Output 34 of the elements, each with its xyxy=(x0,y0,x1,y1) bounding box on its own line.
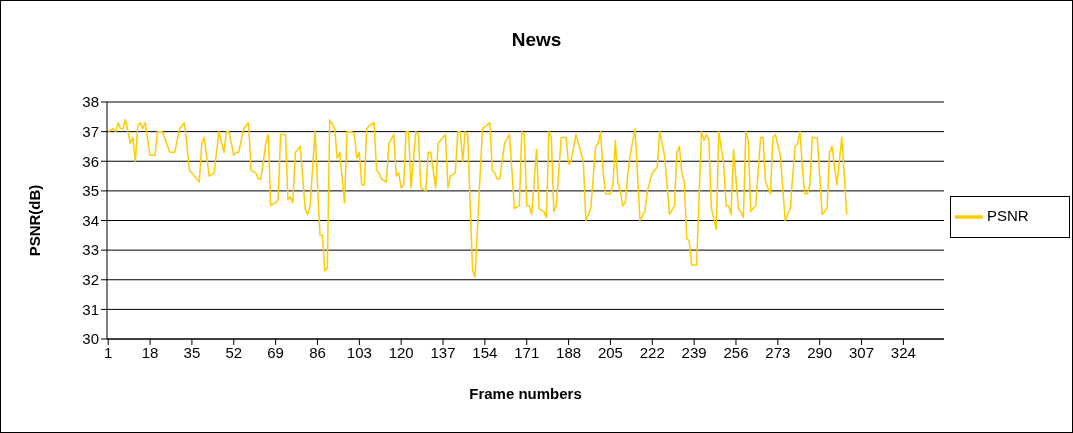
y-tick-label: 37 xyxy=(82,122,99,140)
x-tick-label: 86 xyxy=(309,343,326,361)
x-tick-label: 120 xyxy=(388,343,414,361)
x-tick-label: 273 xyxy=(765,343,791,361)
x-tick-label: 18 xyxy=(141,343,159,361)
y-tick-label: 35 xyxy=(82,182,99,200)
x-tick-label: 222 xyxy=(639,343,665,361)
x-tick-label: 256 xyxy=(723,343,749,361)
chart-title: News xyxy=(510,29,563,51)
x-tick-label: 103 xyxy=(346,343,372,361)
line-series xyxy=(107,119,848,278)
x-axis-title: Frame numbers xyxy=(469,385,582,402)
x-tick-label: 171 xyxy=(514,343,540,361)
x-tick-label: 69 xyxy=(267,343,284,361)
x-tick-label: 52 xyxy=(225,343,243,361)
x-tick-label: 1 xyxy=(104,343,113,361)
y-tick-label: 32 xyxy=(82,271,99,289)
x-tick-label: 205 xyxy=(597,343,623,361)
legend-label: PSNR xyxy=(987,206,1029,224)
x-tick-label: 35 xyxy=(183,343,201,361)
y-tick-label: 30 xyxy=(82,330,99,348)
y-tick-label: 33 xyxy=(82,241,99,259)
y-tick-label: 36 xyxy=(82,152,99,170)
x-tick-label: 154 xyxy=(472,343,498,361)
x-tick-label: 307 xyxy=(849,343,875,361)
x-tick-label: 239 xyxy=(681,343,707,361)
x-tick-label: 188 xyxy=(556,343,582,361)
x-tick-label: 137 xyxy=(430,343,456,361)
y-tick-label: 31 xyxy=(82,300,99,318)
y-axis-title: PSNR(dB) xyxy=(26,184,44,257)
x-tick-label: 324 xyxy=(890,343,916,361)
x-tick-label: 290 xyxy=(807,343,833,361)
y-tick-label: 38 xyxy=(82,93,99,111)
y-tick-label: 34 xyxy=(82,211,99,229)
